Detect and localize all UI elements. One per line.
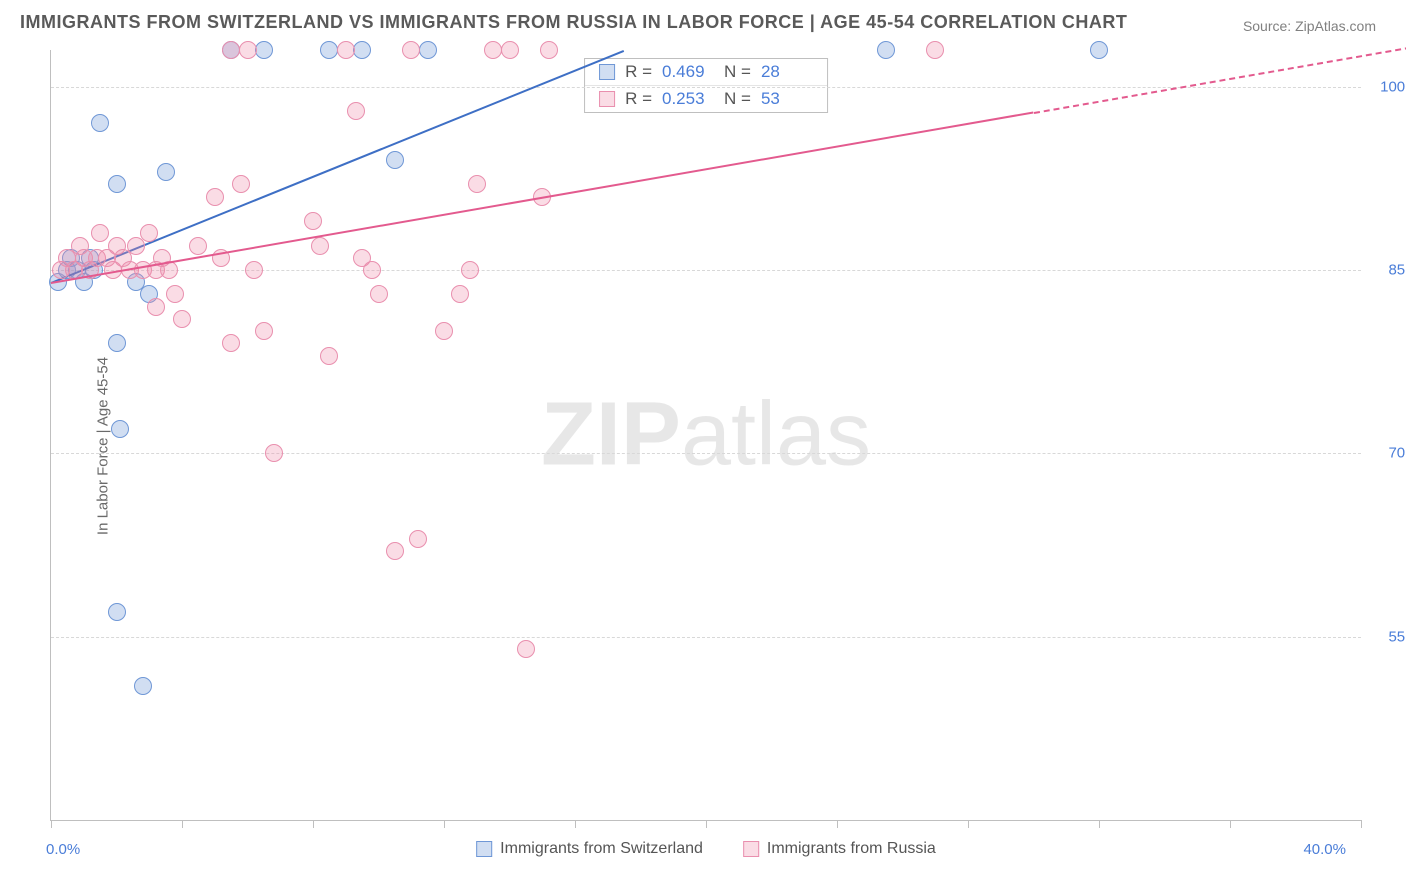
data-point-russia [265, 444, 283, 462]
watermark: ZIPatlas [541, 384, 871, 487]
x-tick [51, 820, 52, 828]
source-prefix: Source: [1243, 18, 1295, 34]
data-point-russia [435, 322, 453, 340]
gridline-h [51, 637, 1361, 638]
watermark-light: atlas [681, 385, 871, 485]
data-point-russia [926, 41, 944, 59]
data-point-switzerland [386, 151, 404, 169]
data-point-russia [468, 175, 486, 193]
x-tick [575, 820, 576, 828]
data-point-russia [206, 188, 224, 206]
y-tick-label: 55.0% [1371, 628, 1406, 645]
corr-r-value: 0.469 [662, 62, 714, 82]
y-tick-label: 100.0% [1371, 78, 1406, 95]
data-point-russia [501, 41, 519, 59]
x-tick [1099, 820, 1100, 828]
data-point-russia [222, 334, 240, 352]
data-point-russia [245, 261, 263, 279]
data-point-russia [402, 41, 420, 59]
gridline-h [51, 453, 1361, 454]
corr-r-label: R = [625, 62, 652, 82]
corr-n-label: N = [724, 62, 751, 82]
gridline-h [51, 87, 1361, 88]
legend-swatch-switzerland [476, 841, 492, 857]
data-point-russia [484, 41, 502, 59]
legend-item-switzerland: Immigrants from Switzerland [476, 840, 703, 858]
data-point-russia [189, 237, 207, 255]
corr-row-russia: R = 0.253 N = 53 [585, 85, 827, 112]
data-point-switzerland [353, 41, 371, 59]
data-point-russia [232, 175, 250, 193]
watermark-bold: ZIP [541, 385, 681, 485]
data-point-switzerland [157, 163, 175, 181]
data-point-switzerland [255, 41, 273, 59]
source-attribution: Source: ZipAtlas.com [1243, 18, 1376, 34]
x-tick [1230, 820, 1231, 828]
corr-n-value: 28 [761, 62, 813, 82]
data-point-russia [222, 41, 240, 59]
data-point-switzerland [877, 41, 895, 59]
legend-label: Immigrants from Russia [767, 840, 936, 858]
y-tick-label: 85.0% [1371, 262, 1406, 279]
corr-n-label: N = [724, 89, 751, 109]
corr-row-switzerland: R = 0.469 N = 28 [585, 59, 827, 85]
data-point-russia [255, 322, 273, 340]
data-point-russia [140, 224, 158, 242]
data-point-russia [517, 640, 535, 658]
data-point-russia [311, 237, 329, 255]
trend-line [51, 112, 1034, 285]
data-point-russia [166, 285, 184, 303]
x-tick [1361, 820, 1362, 828]
data-point-switzerland [108, 334, 126, 352]
correlation-stats-box: R = 0.469 N = 28 R = 0.253 N = 53 [584, 58, 828, 113]
corr-r-value: 0.253 [662, 89, 714, 109]
x-tick [182, 820, 183, 828]
x-axis-max-label: 40.0% [1303, 841, 1346, 858]
plot-area: ZIPatlas R =0.469N =28R =0.253N =53 0.0%… [50, 50, 1361, 821]
data-point-russia [147, 298, 165, 316]
data-point-russia [540, 41, 558, 59]
data-point-russia [320, 347, 338, 365]
data-point-russia [347, 102, 365, 120]
legend-label: Immigrants from Switzerland [500, 840, 703, 858]
data-point-russia [173, 310, 191, 328]
x-axis-min-label: 0.0% [46, 841, 80, 858]
x-tick [706, 820, 707, 828]
chart-title: IMMIGRANTS FROM SWITZERLAND VS IMMIGRANT… [20, 12, 1127, 33]
data-point-switzerland [1090, 41, 1108, 59]
data-point-russia [461, 261, 479, 279]
data-point-russia [304, 212, 322, 230]
bottom-legend: Immigrants from Switzerland Immigrants fr… [476, 840, 936, 858]
data-point-russia [239, 41, 257, 59]
data-point-russia [451, 285, 469, 303]
data-point-russia [409, 530, 427, 548]
corr-r-label: R = [625, 89, 652, 109]
data-point-switzerland [108, 175, 126, 193]
source-link[interactable]: ZipAtlas.com [1295, 18, 1376, 34]
legend-swatch-russia [743, 841, 759, 857]
data-point-switzerland [108, 603, 126, 621]
y-tick-label: 70.0% [1371, 445, 1406, 462]
legend-item-russia: Immigrants from Russia [743, 840, 936, 858]
x-tick [968, 820, 969, 828]
x-tick [313, 820, 314, 828]
corr-n-value: 53 [761, 89, 813, 109]
data-point-switzerland [419, 41, 437, 59]
data-point-russia [337, 41, 355, 59]
data-point-switzerland [320, 41, 338, 59]
data-point-russia [91, 224, 109, 242]
data-point-russia [386, 542, 404, 560]
x-tick [444, 820, 445, 828]
x-tick [837, 820, 838, 828]
data-point-russia [363, 261, 381, 279]
legend-swatch-switzerland [599, 64, 615, 80]
legend-swatch-russia [599, 91, 615, 107]
data-point-switzerland [134, 677, 152, 695]
data-point-switzerland [111, 420, 129, 438]
data-point-switzerland [91, 114, 109, 132]
data-point-russia [370, 285, 388, 303]
